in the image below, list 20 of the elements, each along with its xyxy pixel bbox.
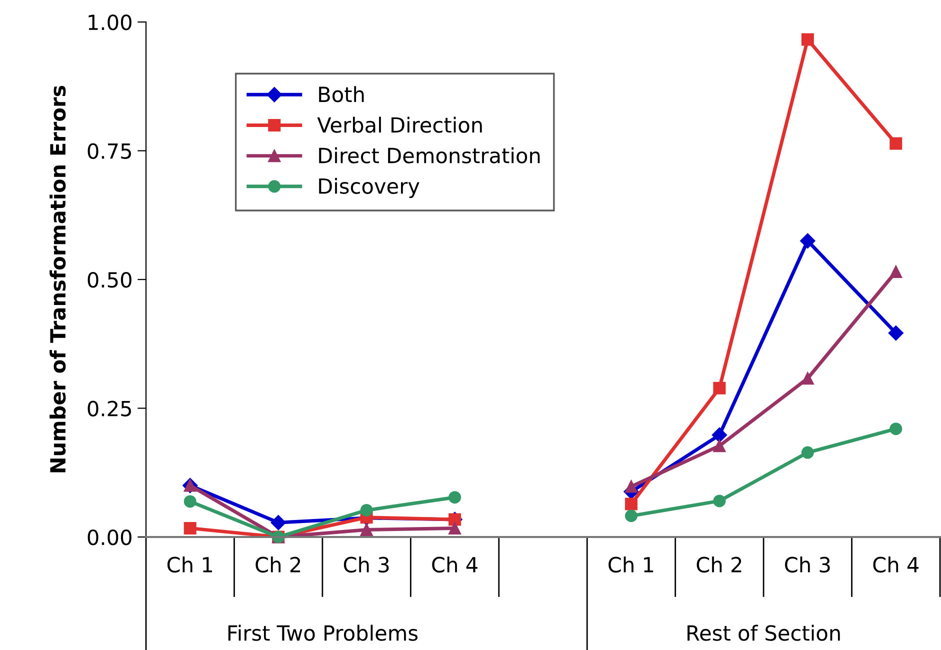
text: Rest of Section	[688, 624, 840, 641]
x-tick-label: Ch 1	[608, 556, 654, 573]
legend-label: Verbal Direction	[317, 116, 482, 133]
legend-label: Both	[319, 86, 364, 102]
legend-label: Direct Demonstration	[319, 147, 540, 164]
y-tick-label: 0.25	[88, 400, 131, 416]
y-tick-label: 0.00	[88, 529, 132, 546]
x-tick-label: Ch 4	[873, 556, 919, 573]
x-tick-label: Ch 1	[167, 556, 212, 573]
y-tick-label: 0.50	[88, 272, 132, 288]
y-tick-label: 0.75	[88, 143, 131, 159]
y-axis-title: Number of Transformation Errors	[50, 86, 66, 472]
legend-label: Discovery	[319, 178, 420, 198]
x-tick-label: Ch 2	[696, 556, 742, 573]
x-tick-label: Ch 4	[432, 556, 478, 573]
y-tick-label: 1.00	[88, 14, 132, 30]
text: First Two Problems	[228, 624, 418, 641]
x-tick-label: Ch 3	[785, 556, 830, 573]
x-tick-label: Ch 3	[344, 556, 389, 573]
x-tick-label: Ch 2	[256, 556, 300, 573]
